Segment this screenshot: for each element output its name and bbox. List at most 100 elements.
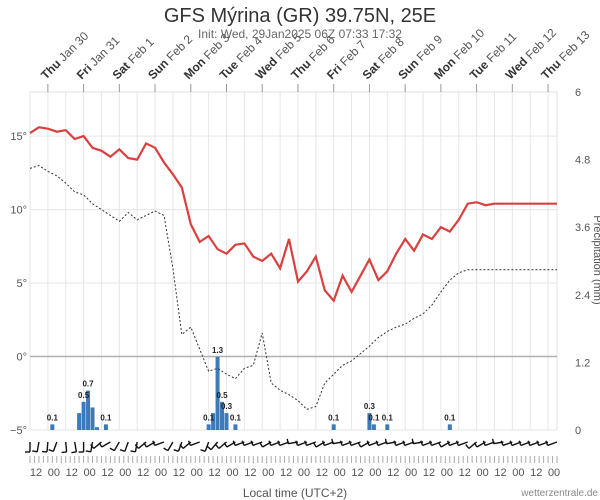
wind-barb-flag xyxy=(411,438,414,444)
wind-barb-shaft xyxy=(124,441,129,452)
chart-subtitle: Init: Wed, 29Jan2025 06Z 07:33 17:32 xyxy=(198,27,402,41)
wind-barb-flag xyxy=(200,449,206,453)
wind-barb-flag xyxy=(250,440,254,446)
precip-bars xyxy=(50,356,452,430)
precip-bar xyxy=(77,413,82,430)
precip-bar xyxy=(385,424,390,430)
precip-data-label: 0.1 xyxy=(47,413,59,422)
precip-bar xyxy=(371,424,376,430)
wind-barb-flag xyxy=(465,444,470,449)
hour-tick-label: 12 xyxy=(351,467,363,479)
y-tick-label-left: 5° xyxy=(16,278,27,290)
hour-tick-label: 00 xyxy=(298,467,310,479)
wind-barb-flag xyxy=(143,442,147,448)
precip-bar xyxy=(81,401,86,430)
wind-barb-flag xyxy=(187,440,191,446)
wind-barb-flag xyxy=(32,450,38,453)
wind-barb-flag xyxy=(393,440,397,446)
wind-barb-flag xyxy=(130,450,136,453)
wind-barb-flag xyxy=(163,447,169,452)
y-tick-label-left: 15° xyxy=(10,131,27,143)
wind-barb-flag xyxy=(500,440,504,446)
wind-barb-flag xyxy=(259,442,264,448)
wind-barb-flag xyxy=(339,440,343,446)
precip-data-label: 0.1 xyxy=(368,413,380,422)
hour-tick-label: 12 xyxy=(173,467,185,479)
hour-tick-label: 00 xyxy=(83,467,95,479)
wind-barb-shaft xyxy=(210,441,219,451)
wind-barb-flag xyxy=(277,440,281,446)
precip-data-label: 1.3 xyxy=(212,346,224,355)
precip-data-label: 0.1 xyxy=(100,413,112,422)
wind-barb-flag xyxy=(492,438,495,444)
hour-tick-label: 12 xyxy=(316,467,328,479)
wind-barb-flag xyxy=(545,440,549,446)
wind-barb-flag xyxy=(312,442,317,448)
precip-bar xyxy=(103,424,108,430)
precip-data-label: 0.1 xyxy=(230,413,242,422)
right-axis-label: Precipitation (mm) xyxy=(591,215,600,304)
precip-bar xyxy=(447,424,452,430)
hour-tick-label: 12 xyxy=(459,467,471,479)
wind-barb-flag xyxy=(509,440,513,446)
hour-tick-label: 00 xyxy=(334,467,346,479)
wind-barb-flag xyxy=(98,442,103,448)
series-lines xyxy=(29,126,557,410)
wind-barb-flag xyxy=(384,438,388,444)
precip-bar xyxy=(206,424,211,430)
temperature-line xyxy=(29,126,557,303)
wind-barbs xyxy=(25,438,558,454)
hour-tick-label: 00 xyxy=(369,467,381,479)
wind-barb-flag xyxy=(527,440,531,446)
y-tick-label-right: 0 xyxy=(575,425,581,437)
day-date: Feb 1 xyxy=(125,35,157,67)
wind-barb-shaft xyxy=(65,441,68,453)
day-date: Feb 9 xyxy=(414,32,446,64)
wind-barb-flag xyxy=(152,440,156,446)
hour-tick-label: 12 xyxy=(530,467,542,479)
y-tick-label-left: −5° xyxy=(10,425,27,437)
hour-tick-label: 12 xyxy=(30,467,42,479)
wind-barb-shaft xyxy=(547,441,558,447)
precip-data-label: 0.3 xyxy=(221,402,233,411)
wind-barb-flag xyxy=(536,440,540,446)
wind-barb-flag xyxy=(402,440,406,446)
dewpoint-line xyxy=(29,164,557,410)
precip-data-label: 0.7 xyxy=(82,380,94,389)
wind-barb-flag xyxy=(215,444,220,449)
wind-barb-shaft xyxy=(190,441,200,447)
wind-barb-flag xyxy=(71,451,77,454)
day-date: Feb 7 xyxy=(337,37,369,69)
precip-bar xyxy=(215,356,220,430)
y-tick-label-right: 4.8 xyxy=(575,155,590,167)
hour-tick-label: 00 xyxy=(476,467,488,479)
precip-bar xyxy=(211,413,216,430)
precip-bar xyxy=(233,424,238,430)
wind-barb-flag xyxy=(241,440,245,446)
wind-barb-flag xyxy=(223,442,228,448)
wind-barb-shaft xyxy=(204,441,210,452)
hour-tick-label: 00 xyxy=(226,467,238,479)
wind-barb-flag xyxy=(321,440,325,446)
wind-barb-flag xyxy=(455,440,459,446)
wind-barb-flag xyxy=(48,449,54,453)
wind-barb-shaft xyxy=(101,441,111,448)
wind-barb-flag xyxy=(473,442,478,448)
wind-barb-flag xyxy=(331,438,334,444)
wind-barb-flag xyxy=(375,440,379,446)
wind-barb-shaft xyxy=(46,441,49,453)
wind-barb-flag xyxy=(429,440,433,446)
hour-tick-label: 00 xyxy=(48,467,60,479)
hour-tick-label: 12 xyxy=(101,467,113,479)
wind-barb-shaft xyxy=(52,441,58,452)
credit-text: wetterzentrale.de xyxy=(520,488,598,499)
y-tick-label-right: 2.4 xyxy=(575,290,590,302)
day-date: Feb 13 xyxy=(556,28,593,65)
wind-barb-flag xyxy=(179,444,184,449)
wind-barb-shaft xyxy=(177,441,183,452)
precip-data-label: 0.5 xyxy=(78,391,90,400)
wind-barb-flag xyxy=(438,442,442,448)
hour-tick-label: 00 xyxy=(548,467,560,479)
